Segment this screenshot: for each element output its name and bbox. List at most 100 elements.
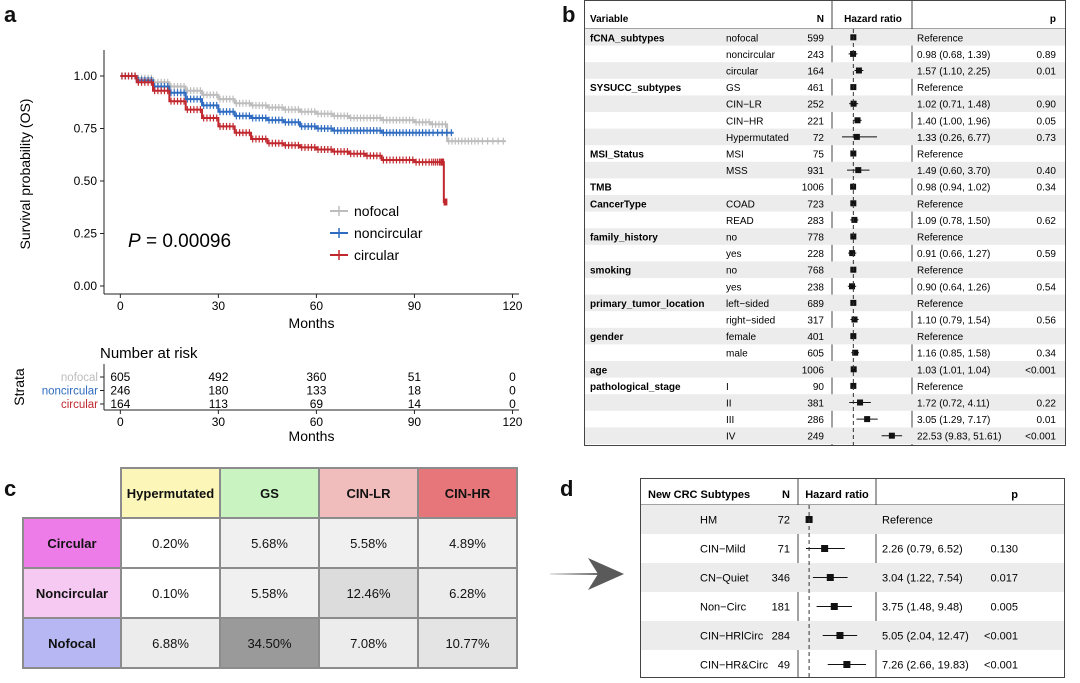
row-p: 0.62	[1037, 216, 1057, 227]
row-level: III	[726, 415, 734, 426]
row-level: READ	[726, 216, 754, 227]
risk-table-title: Number at risk	[100, 345, 198, 362]
row-level: nofocal	[726, 33, 758, 44]
row-variable: fCNA_subtypes	[590, 33, 665, 44]
row-ci: 22.53 (9.83, 51.61)	[917, 432, 1002, 443]
row-band	[585, 95, 1065, 112]
row-header-circular: Circular	[22, 517, 122, 569]
row-n: 71	[778, 544, 790, 556]
risk-value: 492	[208, 370, 228, 384]
row-level: CIN−HR	[726, 116, 764, 127]
km-curve-nofocal	[120, 75, 506, 143]
row-level: MSI	[726, 150, 744, 161]
row-p: 0.54	[1037, 282, 1057, 293]
row-ci: 0.98 (0.94, 1.02)	[917, 183, 990, 194]
row-level: male	[726, 349, 748, 360]
header-hazard-ratio: Hazard ratio	[805, 489, 869, 501]
row-p: <0.001	[984, 660, 1018, 672]
col-header-gs: GS	[219, 467, 320, 519]
x-axis-label: Months	[289, 315, 335, 331]
row-variable: SYSUCC_subtypes	[590, 83, 682, 94]
row-variable: gender	[590, 332, 623, 343]
risk-value: 605	[110, 370, 130, 384]
row-level: CIN−HRlCirc	[700, 631, 764, 643]
row-ci: 1.33 (0.26, 6.77)	[917, 133, 990, 144]
risk-row-label: circular	[61, 399, 98, 411]
hr-point	[851, 316, 858, 323]
row-n: 931	[807, 166, 824, 177]
row-n: 181	[772, 602, 790, 614]
header-variable: New CRC Subtypes	[648, 489, 750, 501]
km-survival-chart: 0.00 0.25 0.50 0.75 1.00 0 30 60 90 120 Months Surv…	[11, 50, 523, 444]
row-p: 0.90	[1037, 100, 1057, 111]
risk-x-tick-label: 120	[502, 415, 522, 429]
header-variable: Variable	[590, 14, 629, 25]
row-band	[585, 29, 1065, 46]
table-cell: 4.89%	[417, 517, 518, 569]
risk-x-axis-label: Months	[289, 428, 335, 444]
row-level: noncircular	[726, 50, 776, 61]
row-p: <0.001	[1025, 365, 1056, 376]
row-level: IV	[726, 432, 736, 443]
row-ci: 1.02 (0.71, 1.48)	[917, 100, 990, 111]
hr-point	[843, 661, 851, 668]
row-ci: 3.75 (1.48, 9.48)	[882, 602, 963, 614]
x-tick-label: 120	[502, 299, 522, 313]
risk-value: 180	[208, 384, 228, 398]
row-ci: Reference	[917, 299, 964, 310]
subtype-overlap-table: Hypermutated GS CIN-LR CIN-HR Circular 0…	[22, 467, 518, 669]
risk-value: 360	[306, 370, 326, 384]
row-band	[585, 128, 1065, 146]
y-tick-label: 0.00	[74, 279, 98, 293]
panel-label-d: d	[560, 476, 574, 501]
row-n: 221	[807, 116, 824, 127]
p-value-text: P = 0.00096	[128, 231, 231, 252]
row-ci: 1.72 (0.72, 4.11)	[917, 399, 990, 410]
row-band	[585, 228, 1065, 245]
row-ci: 0.98 (0.68, 1.39)	[917, 50, 990, 61]
row-ci: 3.05 (1.29, 7.17)	[917, 415, 990, 426]
row-n: 238	[807, 282, 824, 293]
risk-x-tick-label: 0	[117, 415, 124, 429]
hr-point	[849, 250, 856, 257]
row-p: 0.73	[1037, 133, 1057, 144]
row-band	[585, 294, 1065, 312]
row-n: 228	[807, 249, 824, 260]
hr-point	[855, 167, 862, 174]
row-n: 768	[807, 266, 824, 277]
row-variable: age	[590, 365, 608, 376]
row-band	[585, 361, 1065, 378]
row-level: CN−Quiet	[700, 573, 749, 585]
table-cell: 6.28%	[417, 567, 518, 619]
panel-label-b: b	[562, 2, 576, 27]
hr-point	[851, 216, 858, 223]
y-axis-label: Survival probability (OS)	[17, 99, 33, 250]
header-n: N	[817, 14, 824, 25]
row-ci: 1.10 (0.79, 1.54)	[917, 316, 990, 327]
row-band	[585, 261, 1065, 278]
header-n: N	[782, 489, 790, 501]
table-cell: 0.10%	[120, 567, 221, 619]
row-ci: 0.91 (0.66, 1.27)	[917, 249, 990, 260]
hr-point	[830, 603, 838, 610]
row-ci: Reference	[917, 199, 964, 210]
row-band	[585, 427, 1065, 444]
row-n: 243	[807, 50, 824, 61]
row-level: yes	[726, 282, 742, 293]
col-header-cin-lr: CIN-LR	[318, 467, 419, 519]
row-ci: 1.40 (1.00, 1.96)	[917, 116, 990, 127]
row-header-nofocal: Nofocal	[22, 617, 122, 669]
row-ci: 2.26 (0.79, 6.52)	[882, 544, 963, 556]
row-level: II	[726, 399, 732, 410]
table-corner	[23, 468, 122, 519]
row-n: 723	[807, 199, 824, 210]
row-band	[585, 195, 1065, 212]
risk-value: 0	[509, 397, 516, 411]
row-level: circular	[726, 67, 759, 78]
hr-point	[850, 382, 857, 389]
legend-label-nofocal: nofocal	[354, 203, 399, 219]
table-cell: 12.46%	[318, 567, 419, 619]
row-n: 689	[807, 299, 824, 310]
row-level: Hypermutated	[726, 133, 789, 144]
row-p: 0.89	[1037, 50, 1057, 61]
